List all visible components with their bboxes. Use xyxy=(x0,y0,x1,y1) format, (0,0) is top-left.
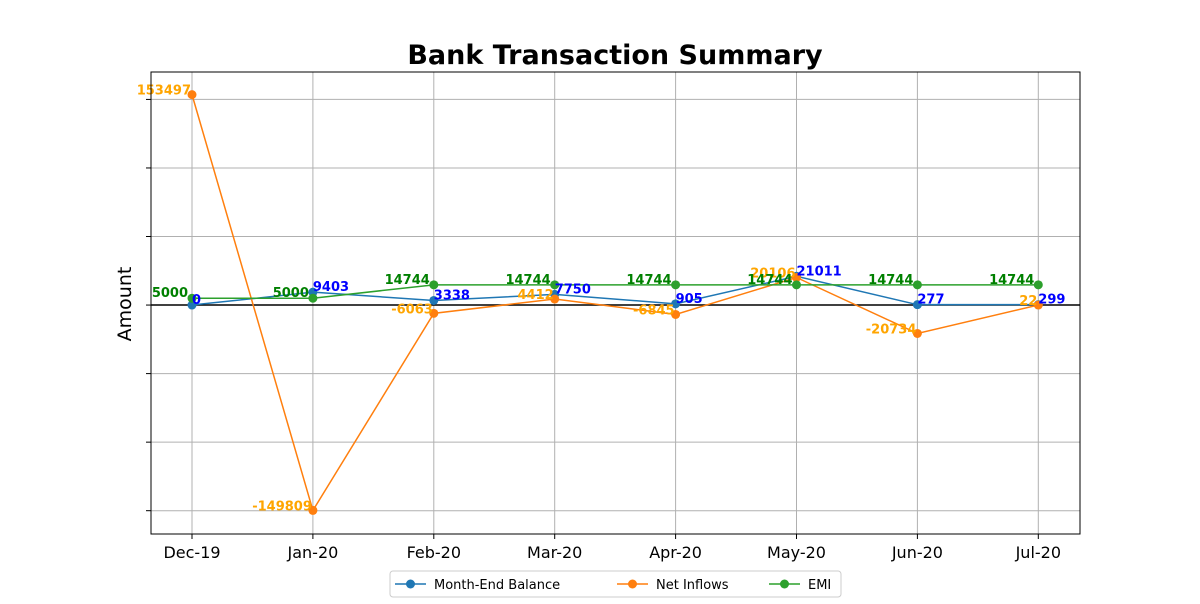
x-tick-label: Dec-19 xyxy=(163,543,220,562)
data-label: 14744 xyxy=(385,273,430,288)
data-point xyxy=(792,280,801,290)
data-label: 14744 xyxy=(989,273,1034,288)
data-label: 0 xyxy=(192,293,201,308)
data-label: 21011 xyxy=(797,264,842,279)
plot-area xyxy=(150,71,1081,535)
data-label: -6845 xyxy=(633,303,675,318)
data-point xyxy=(429,308,439,318)
data-label: 14744 xyxy=(626,273,671,288)
series-line xyxy=(192,284,1039,299)
data-label: 4412 xyxy=(518,288,554,303)
x-tick-label: Feb-20 xyxy=(407,543,461,562)
data-point xyxy=(550,294,560,304)
data-label: 7750 xyxy=(555,282,591,297)
data-points xyxy=(187,90,1043,515)
data-label: 5000 xyxy=(273,286,309,301)
data-label: 22 xyxy=(1019,294,1037,309)
data-point xyxy=(187,90,197,100)
data-label: 20106 xyxy=(750,266,795,281)
data-label: 299 xyxy=(1038,293,1065,308)
data-point xyxy=(912,328,922,338)
series-lines xyxy=(191,94,1039,513)
x-tick-label: May-20 xyxy=(767,543,826,562)
x-tick-label: Mar-20 xyxy=(527,543,582,562)
data-labels: 0 9403 3338 7750 905 21011 277 299 153497 -149809… xyxy=(137,84,1066,515)
x-tick-label: Jun-20 xyxy=(891,543,943,562)
data-point xyxy=(187,300,197,310)
data-point xyxy=(912,280,922,290)
legend-box xyxy=(389,570,842,598)
data-label: 153497 xyxy=(137,84,191,99)
legend-label: EMI xyxy=(808,578,831,593)
data-point xyxy=(1033,300,1043,310)
legend-label: Month-End Balance xyxy=(434,578,560,593)
data-point xyxy=(429,295,439,305)
data-label: 3338 xyxy=(434,288,470,303)
series-line xyxy=(191,94,1039,513)
legend-marker xyxy=(780,579,789,589)
data-label: 9403 xyxy=(313,280,349,295)
data-point xyxy=(671,280,681,290)
legend-marker xyxy=(628,579,637,589)
chart-title: Bank Transaction Summary xyxy=(407,40,823,71)
series-line xyxy=(191,275,1039,306)
data-label: 5000 xyxy=(152,286,188,301)
data-point xyxy=(792,272,801,282)
x-axis-tick-labels: Dec-19 Jan-20 Feb-20 Mar-20 Apr-20 May-20 Jun-… xyxy=(163,543,1061,562)
legend: Month-End Balance Net Inflows EMI xyxy=(389,570,842,598)
data-point xyxy=(671,309,681,319)
y-axis-label: Amount xyxy=(114,267,136,342)
x-tick-label: Jul-20 xyxy=(1015,543,1061,562)
data-point xyxy=(308,293,318,303)
data-point xyxy=(912,300,922,310)
data-label: -6063 xyxy=(391,302,433,317)
x-tick-label: Jan-20 xyxy=(287,543,339,562)
data-label: 277 xyxy=(917,293,944,308)
data-label: -149809 xyxy=(252,499,312,514)
data-point xyxy=(187,293,197,303)
data-label: 14744 xyxy=(747,273,792,288)
data-label: 14744 xyxy=(868,273,913,288)
data-point xyxy=(671,299,681,309)
axis-ticks xyxy=(146,98,1039,539)
x-tick-label: Apr-20 xyxy=(649,543,702,562)
data-label: 14744 xyxy=(505,273,550,288)
legend-label: Net Inflows xyxy=(656,578,729,593)
legend-marker xyxy=(406,579,415,589)
data-label: 905 xyxy=(676,292,703,307)
data-label: -20734 xyxy=(866,322,917,337)
data-point xyxy=(308,505,318,515)
data-point xyxy=(429,280,439,290)
data-point xyxy=(550,280,560,290)
data-point xyxy=(1033,280,1043,290)
